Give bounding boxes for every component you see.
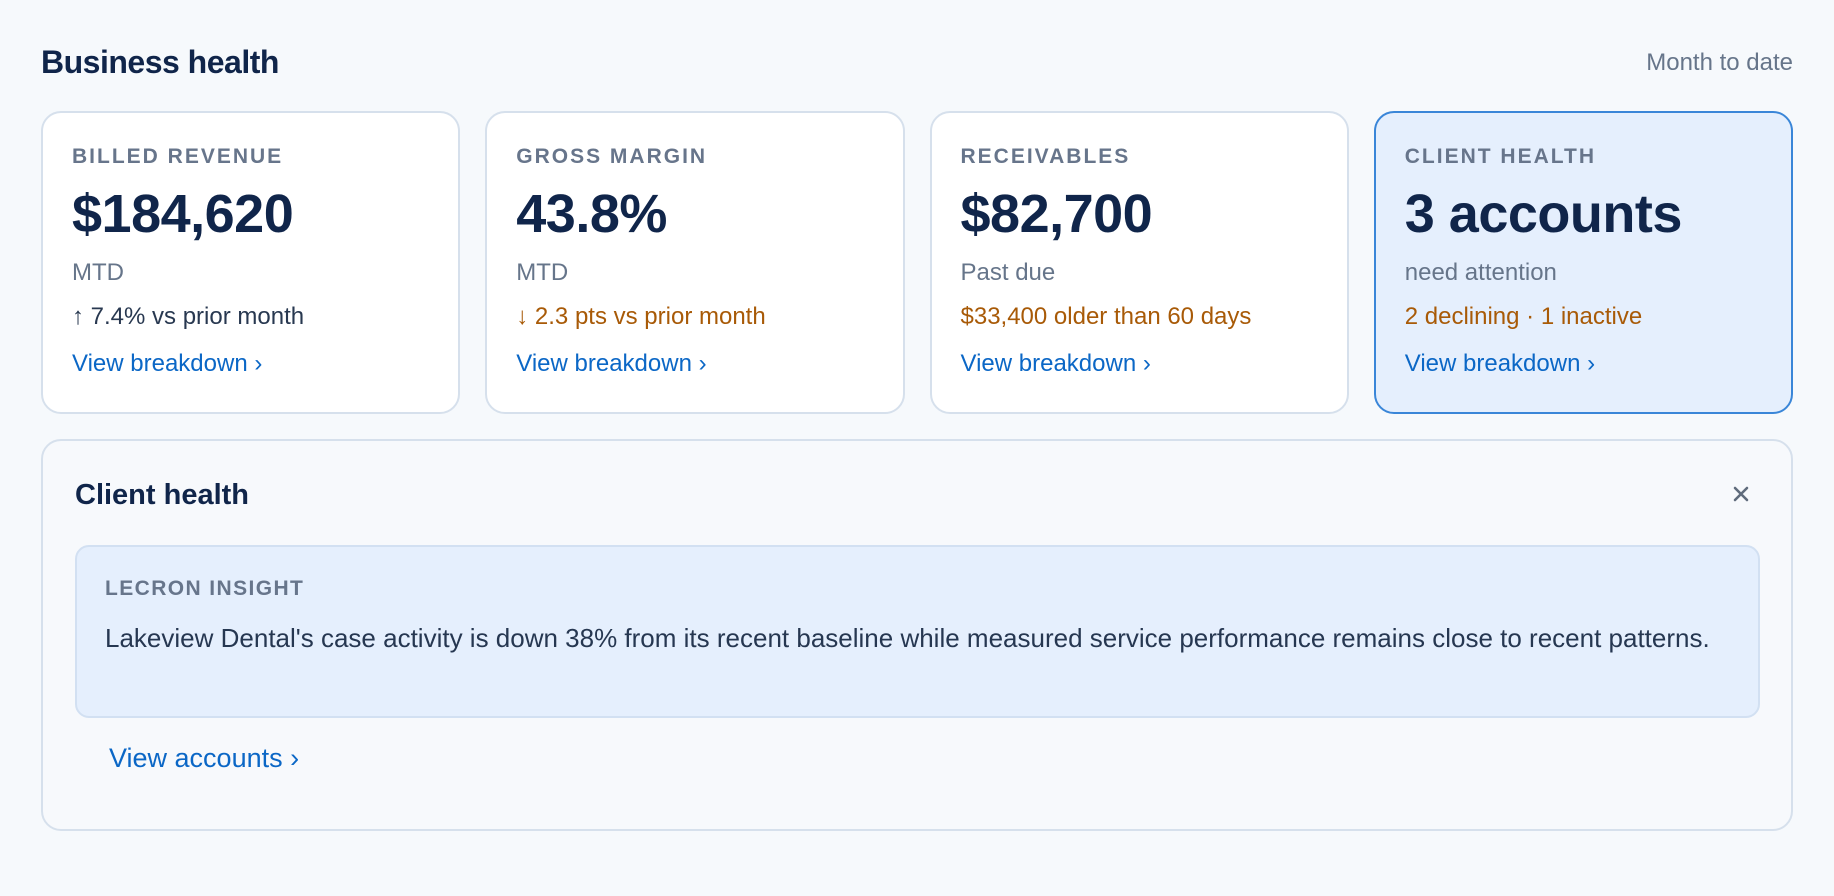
- billed-revenue-value: $184,620: [72, 184, 294, 244]
- lecron-insight-box: LECRON INSIGHT Lakeview Dental's case ac…: [75, 545, 1760, 718]
- client-health-trend: 2 declining · 1 inactive: [1404, 303, 1643, 330]
- billed-revenue-view-breakdown-link[interactable]: View breakdown ›: [72, 350, 263, 377]
- insight-text: Lakeview Dental's case activity is down …: [105, 623, 1710, 653]
- gross-margin-label: GROSS MARGIN: [516, 145, 708, 168]
- billed-revenue-card[interactable]: BILLED REVENUE $184,620 MTD ↑ 7.4% vs pr…: [41, 111, 461, 414]
- billed-revenue-subtitle: MTD: [72, 259, 124, 286]
- receivables-card[interactable]: RECEIVABLES $82,700 Past due $33,400 old…: [929, 111, 1349, 414]
- close-icon: [1733, 486, 1749, 502]
- receivables-subtitle: Past due: [960, 259, 1056, 286]
- gross-margin-value: 43.8%: [516, 184, 667, 244]
- gross-margin-view-breakdown-link[interactable]: View breakdown ›: [516, 350, 707, 377]
- close-button[interactable]: [1722, 475, 1760, 513]
- client-health-card[interactable]: CLIENT HEALTH 3 accounts need attention …: [1373, 111, 1793, 414]
- gross-margin-trend: ↓ 2.3 pts vs prior month: [516, 303, 766, 330]
- client-health-subtitle: need attention: [1404, 259, 1557, 286]
- period-label: Month to date: [1646, 48, 1793, 76]
- receivables-trend: $33,400 older than 60 days: [960, 303, 1252, 330]
- metric-cards: BILLED REVENUE $184,620 MTD ↑ 7.4% vs pr…: [41, 111, 1793, 414]
- detail-panel-title: Client health: [75, 479, 250, 511]
- client-health-view-breakdown-link[interactable]: View breakdown ›: [1404, 350, 1596, 377]
- client-health-label: CLIENT HEALTH: [1404, 145, 1597, 168]
- dashboard-header: Business health Month to date: [41, 0, 1793, 111]
- page-title: Business health: [41, 44, 279, 80]
- view-accounts-link[interactable]: View accounts ›: [109, 743, 300, 773]
- receivables-view-breakdown-link[interactable]: View breakdown ›: [960, 350, 1151, 377]
- client-health-value: 3 accounts: [1404, 184, 1683, 244]
- receivables-value: $82,700: [960, 184, 1153, 244]
- insight-label: LECRON INSIGHT: [105, 577, 305, 600]
- client-health-detail-panel: Client health LECRON INSIGHT Lakeview De…: [41, 439, 1793, 831]
- gross-margin-subtitle: MTD: [516, 259, 569, 286]
- billed-revenue-label: BILLED REVENUE: [72, 145, 284, 168]
- billed-revenue-trend: ↑ 7.4% vs prior month: [72, 303, 305, 330]
- receivables-label: RECEIVABLES: [960, 145, 1131, 168]
- gross-margin-card[interactable]: GROSS MARGIN 43.8% MTD ↓ 2.3 pts vs prio…: [485, 111, 905, 414]
